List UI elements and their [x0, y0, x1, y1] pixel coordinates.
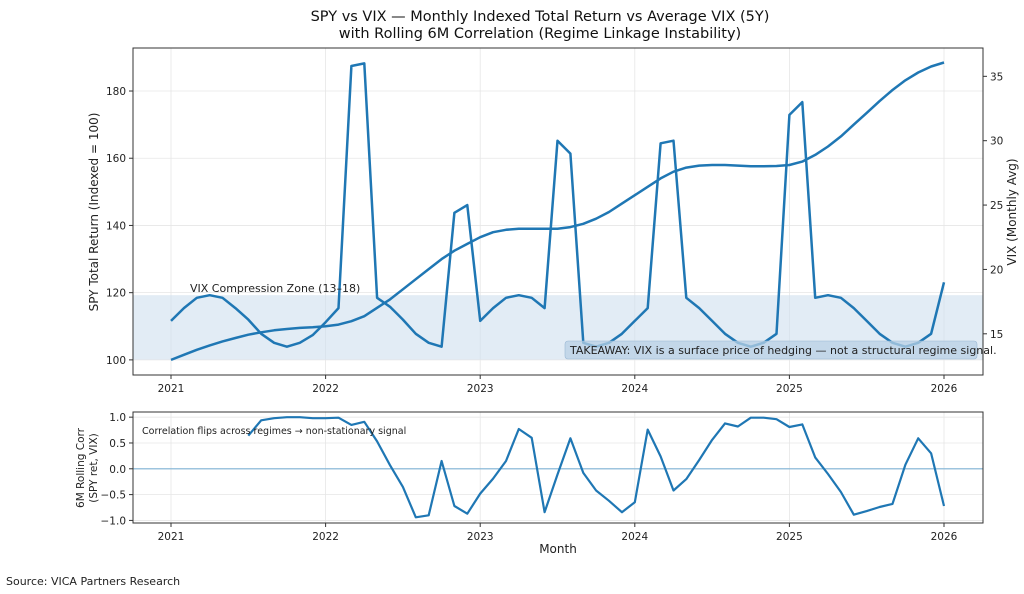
left-y-tick-label: 120: [106, 288, 126, 300]
y-tick-label: −1.0: [101, 515, 127, 527]
left-y-tick-label: 160: [106, 153, 126, 165]
x-tick-label: 2021: [158, 383, 185, 395]
takeaway-annotation: TAKEAWAY: VIX is a surface price of hedg…: [569, 344, 997, 357]
corr-y-axis-label-line2: (SPY ret, VIX): [88, 433, 100, 503]
bottom-panel: 2021 2022 2023 2024 2025 2026 1.0 0.5 0.0 −0.5 −1.…: [101, 411, 984, 543]
x-tick-label: 2025: [776, 531, 803, 543]
band-label: VIX Compression Zone (13–18): [190, 282, 360, 295]
corr-y-axis-label-line1: 6M Rolling Corr: [75, 427, 87, 508]
right-y-tick-label: 25: [990, 200, 1003, 212]
y-tick-label: 1.0: [109, 412, 126, 424]
right-y-tick-label: 30: [990, 136, 1003, 148]
y-tick-label: −0.5: [101, 490, 127, 502]
top-axes-frame: [132, 47, 984, 376]
x-tick-label: 2025: [776, 383, 803, 395]
left-y-axis-label: SPY Total Return (Indexed = 100): [87, 113, 101, 312]
x-tick-label: 2026: [931, 531, 958, 543]
chart-subtitle: with Rolling 6M Correlation (Regime Link…: [339, 26, 741, 42]
x-tick-label: 2023: [467, 383, 494, 395]
x-tick-label: 2026: [931, 383, 958, 395]
takeaway-box: [564, 340, 978, 360]
x-tick-label: 2022: [312, 531, 339, 543]
right-y-tick-label: 15: [990, 329, 1003, 341]
source-note: Source: VICA Partners Research: [6, 575, 180, 588]
x-tick-label: 2021: [158, 531, 185, 543]
x-tick-label: 2024: [621, 531, 648, 543]
left-y-tick-label: 140: [106, 220, 126, 232]
y-tick-label: 0.0: [109, 464, 126, 476]
rolling-corr-line: [247, 416, 946, 519]
right-y-tick-label: 20: [990, 264, 1003, 276]
bottom-axes-frame: [132, 411, 984, 524]
right-y-tick-label: 35: [990, 71, 1003, 83]
left-y-tick-label: 100: [106, 355, 126, 367]
x-tick-label: 2022: [312, 383, 339, 395]
x-tick-label: 2023: [467, 531, 494, 543]
x-axis-label: Month: [539, 542, 577, 556]
y-tick-label: 0.5: [109, 438, 126, 450]
left-y-tick-label: 180: [106, 86, 126, 98]
corr-annotation: Correlation flips across regimes → non-s…: [142, 426, 406, 437]
x-tick-label: 2024: [621, 383, 648, 395]
right-y-axis-label: VIX (Monthly Avg): [1005, 158, 1019, 265]
chart-title: SPY vs VIX — Monthly Indexed Total Retur…: [311, 9, 770, 25]
